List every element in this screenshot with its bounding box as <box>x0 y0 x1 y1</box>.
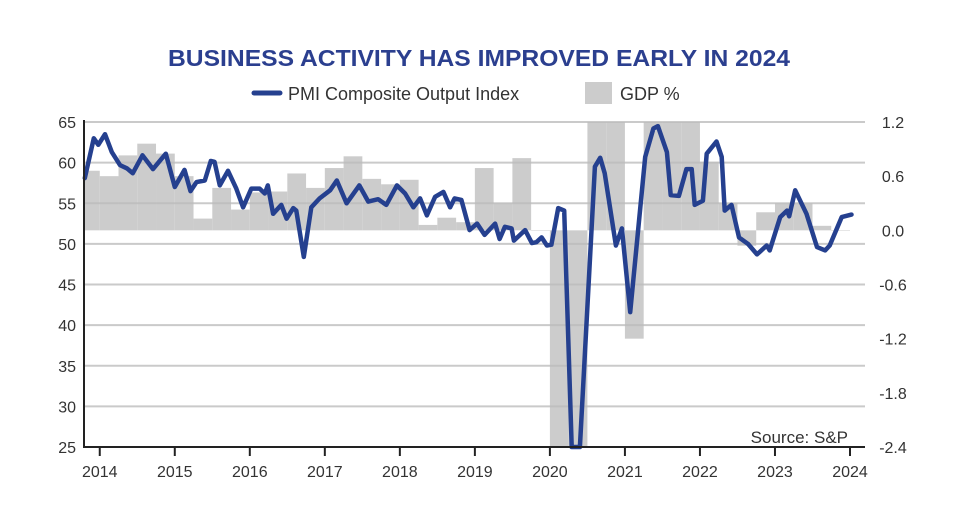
gdp-bar-2018Q3 <box>437 218 456 231</box>
y-right-tick-label: -1.8 <box>879 386 907 403</box>
gdp-bar-2023Q3 <box>812 226 831 231</box>
gdp-bar-2022Q4 <box>756 212 775 230</box>
gdp-bar-2021Q3 <box>662 122 681 230</box>
source-note: Source: S&P <box>751 428 848 447</box>
y-left-tick-label: 45 <box>58 278 76 295</box>
x-tick-label: 2023 <box>757 464 793 481</box>
x-tick-label: 2024 <box>832 464 868 481</box>
y-right-tick-label: 0.6 <box>882 169 904 186</box>
y-right-tick-label: -2.4 <box>879 440 907 457</box>
x-tick-label: 2015 <box>157 464 193 481</box>
gdp-bar-2019Q4 <box>531 230 550 231</box>
legend: PMI Composite Output Index GDP % <box>254 82 680 104</box>
x-tick-label: 2018 <box>382 464 418 481</box>
x-tick-label: 2016 <box>232 464 268 481</box>
x-tick-label: 2014 <box>82 464 118 481</box>
gdp-bar-2015Q2 <box>194 219 213 231</box>
gridlines <box>84 122 865 406</box>
y-left-tick-label: 65 <box>58 115 76 132</box>
gdp-bar-2016Q1 <box>250 192 269 230</box>
chart-title: BUSINESS ACTIVITY HAS IMPROVED EARLY IN … <box>168 45 790 71</box>
pmi-line <box>85 126 852 447</box>
gdp-bar-2015Q3 <box>212 188 231 230</box>
x-tick-label: 2021 <box>607 464 643 481</box>
y-left-tick-label: 30 <box>58 399 76 416</box>
y-right-tick-label: 0.0 <box>882 223 904 240</box>
pmi-line-group <box>85 126 852 447</box>
y-left-tick-label: 50 <box>58 237 76 254</box>
legend-label-gdp: GDP % <box>620 84 680 104</box>
x-tick-label: 2017 <box>307 464 343 481</box>
y-left-tick-label: 55 <box>58 196 76 213</box>
y-right-tick-label: 1.2 <box>882 115 904 132</box>
gdp-bar-2015Q4 <box>231 210 250 231</box>
x-tick-label: 2020 <box>532 464 568 481</box>
x-tick-label: 2019 <box>457 464 493 481</box>
gdp-bar-2017Q4 <box>381 184 400 230</box>
y-right-tick-label: -1.2 <box>879 332 907 349</box>
gdp-bar-2017Q1 <box>325 168 344 230</box>
gdp-bar-2017Q3 <box>362 179 381 230</box>
y-right-tick-label: -0.6 <box>879 278 907 295</box>
legend-bar-swatch <box>585 82 612 104</box>
gdp-bar-2021Q2 <box>644 122 663 230</box>
gdp-bar-2018Q2 <box>419 225 438 230</box>
y-left-tick-label: 35 <box>58 359 76 376</box>
y-left-tick-label: 25 <box>58 440 76 457</box>
x-tick-label: 2022 <box>682 464 718 481</box>
gdp-bar-2019Q1 <box>475 168 494 230</box>
y-left-tick-label: 40 <box>58 318 76 335</box>
gdp-bar-2019Q3 <box>512 158 531 230</box>
legend-label-pmi: PMI Composite Output Index <box>288 84 519 104</box>
y-left-tick-label: 60 <box>58 156 76 173</box>
